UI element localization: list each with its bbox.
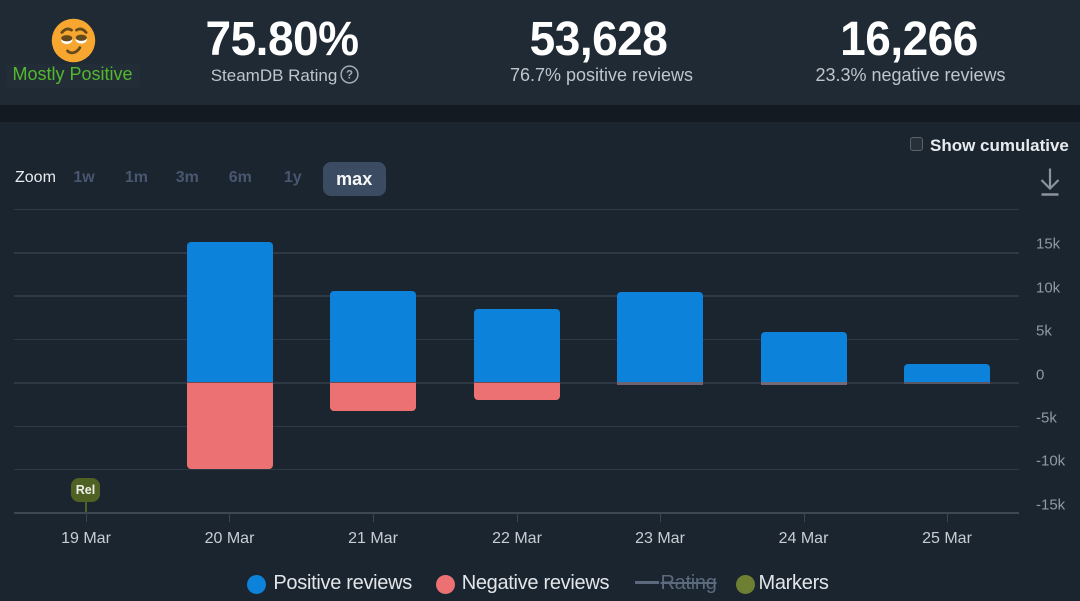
svg-text:?: ? — [346, 70, 353, 82]
